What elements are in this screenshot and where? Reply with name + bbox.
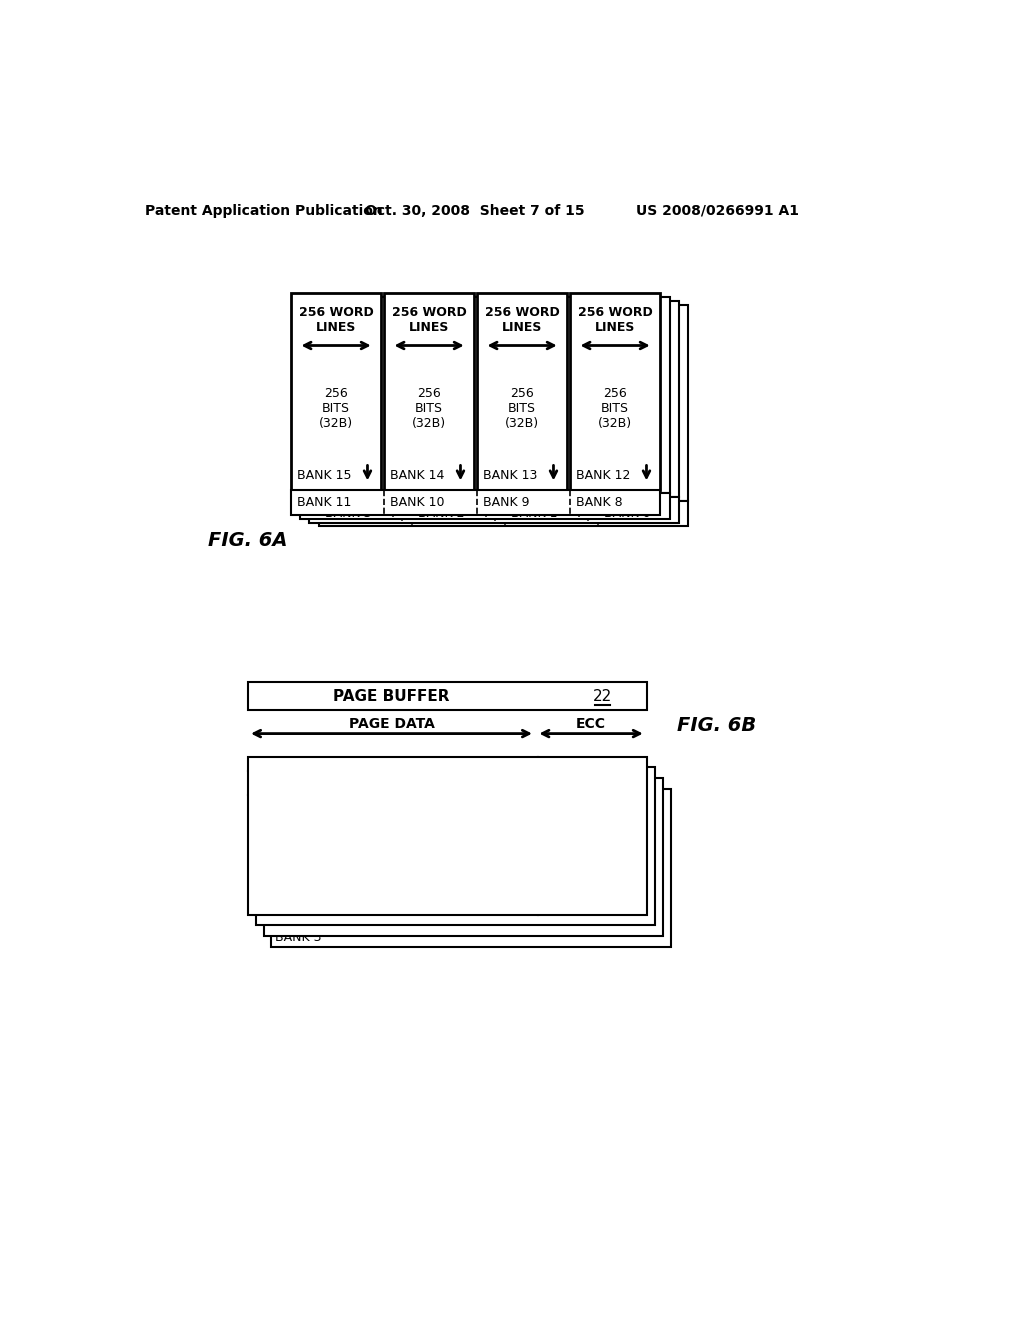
Text: BANK 12: BANK 12 [575,469,631,482]
Text: Patent Application Publication: Patent Application Publication [144,203,383,218]
Text: BANK 6: BANK 6 [409,503,455,516]
Bar [309,498,679,523]
Text: LINE: LINE [486,776,517,789]
Text: 256
BITS
(32B): 256 BITS (32B) [412,387,446,430]
Text: 26: 26 [585,892,600,906]
Text: ECC
AREA: ECC AREA [575,822,609,851]
Text: Oct. 30, 2008  Sheet 7 of 15: Oct. 30, 2008 Sheet 7 of 15 [366,203,585,218]
Text: LINE: LINE [268,776,300,789]
Text: BANK 0: BANK 0 [604,507,650,520]
Bar [309,301,679,498]
Text: BANK 11: BANK 11 [297,496,351,508]
Text: LINE: LINE [341,776,373,789]
Text: BANK 1: BANK 1 [511,507,557,520]
Bar [291,490,660,515]
Text: BANK 10: BANK 10 [390,496,444,508]
Bar [291,293,381,490]
Text: BANK 9: BANK 9 [483,496,529,508]
Bar [263,779,663,936]
Text: US 2008/0266991 A1: US 2008/0266991 A1 [636,203,799,218]
Text: BANK 3: BANK 3 [325,507,372,520]
Text: PAGE BUFFER: PAGE BUFFER [333,689,450,704]
Text: BANK 10: BANK 10 [399,499,454,512]
Text: BANK 11: BANK 11 [306,499,360,512]
Text: BANK 0: BANK 0 [252,894,299,907]
Text: 256 WORD
LINES: 256 WORD LINES [299,306,374,334]
Bar [300,494,670,519]
Bar [256,767,655,925]
Bar [248,756,647,915]
Text: BANK 2: BANK 2 [418,507,464,520]
Bar [300,297,670,494]
Text: PAGE DATA: PAGE DATA [348,717,434,730]
Text: 24: 24 [494,892,510,906]
Text: 22: 22 [593,689,612,704]
Bar [477,293,567,490]
Text: BANK 4: BANK 4 [595,503,641,516]
Bar [569,293,660,490]
Text: 256 WORD
LINES: 256 WORD LINES [578,306,652,334]
Text: 256 WORD
LINES: 256 WORD LINES [392,306,467,334]
Bar [318,305,688,502]
Text: BANK 7: BANK 7 [315,503,362,516]
Text: 256
BITS
(32B): 256 BITS (32B) [319,387,353,430]
Text: FIG. 6A: FIG. 6A [208,531,288,550]
Text: ECC: ECC [577,717,606,730]
Text: BANK 2: BANK 2 [267,920,314,933]
Text: 256
BITS
(32B): 256 BITS (32B) [505,387,540,430]
Text: LINE: LINE [414,776,445,789]
Text: BANK 9: BANK 9 [493,499,539,512]
Text: ECC BYTES: ECC BYTES [555,776,630,789]
Text: BANK 3: BANK 3 [275,931,322,944]
Text: DATA
AREA: DATA AREA [485,826,518,854]
Text: BANK 14: BANK 14 [390,469,444,482]
Text: BANK 15: BANK 15 [297,469,351,482]
Bar [248,682,647,710]
Bar [384,293,474,490]
Text: FIG. 6B: FIG. 6B [677,717,757,735]
Text: BANK 8: BANK 8 [575,496,623,508]
Text: 256
BITS
(32B): 256 BITS (32B) [598,387,632,430]
Text: BANK 1: BANK 1 [260,909,306,923]
Text: BANK 13: BANK 13 [483,469,538,482]
Text: BANK 5: BANK 5 [502,503,548,516]
Bar [318,502,688,527]
Text: 256 WORD
LINES: 256 WORD LINES [484,306,559,334]
Text: BANK 8: BANK 8 [586,499,632,512]
Bar [271,789,671,946]
